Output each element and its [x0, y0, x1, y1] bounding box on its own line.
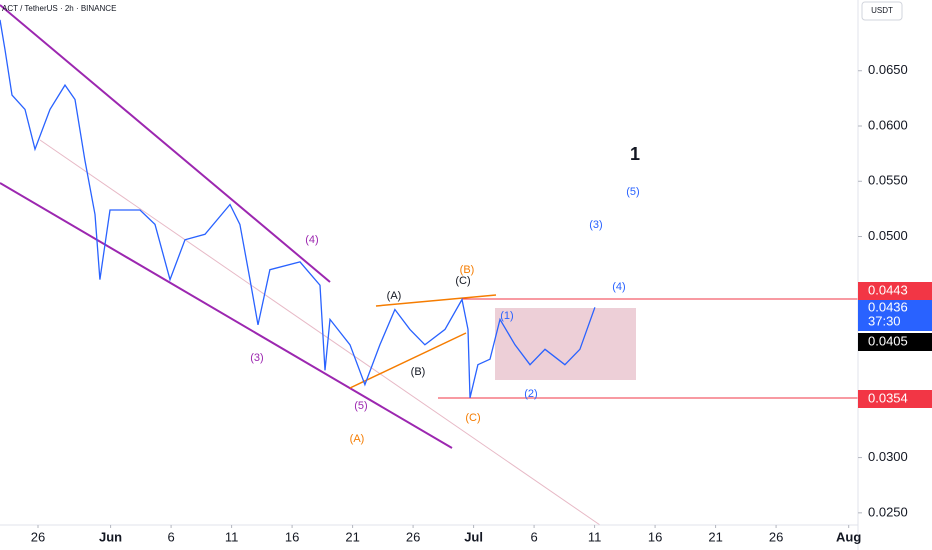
x-tick-label: 21: [345, 529, 359, 544]
x-tick-label: Jun: [99, 529, 122, 544]
wave-label: (B): [460, 264, 475, 276]
y-tick-label: 0.0650: [868, 62, 908, 77]
x-tick-label: 6: [530, 529, 537, 544]
price-tag: [858, 300, 932, 331]
upper-trendline: [0, 4, 331, 283]
x-tick-label: Jul: [464, 529, 483, 544]
price-tag-label: 0.0354: [868, 390, 908, 405]
wave-label: (3): [250, 352, 263, 364]
target-box: [495, 308, 636, 380]
x-tick-label: 26: [406, 529, 420, 544]
orange-line: [349, 332, 467, 389]
wave-label: (C): [455, 275, 470, 287]
chart-title: ACT / TetherUS · 2h · BINANCE: [2, 4, 116, 13]
price-tag-label: 0.0405: [868, 333, 908, 348]
x-tick-label: 21: [708, 529, 722, 544]
wave-label: (B): [411, 366, 426, 378]
price-tag: [858, 282, 932, 300]
wave-label: (2): [524, 388, 537, 400]
currency-box[interactable]: [861, 1, 903, 21]
midline: [39, 139, 601, 526]
wave-label: 1: [630, 144, 640, 164]
wave-label: (A): [387, 290, 402, 302]
y-tick-label: 0.0500: [868, 228, 908, 243]
wave-labels: (4) (3) (5) (A) (A) (B) (B) (C) (C) (1) …: [250, 144, 640, 445]
wave-label: (1): [500, 310, 513, 322]
y-tick-label: 0.0550: [868, 173, 908, 188]
x-tick-label: Aug: [836, 529, 861, 544]
x-tick-label: 6: [167, 529, 174, 544]
wave-label: (A): [350, 433, 365, 445]
wave-label: (4): [305, 234, 318, 246]
x-tick-label: 16: [285, 529, 299, 544]
countdown: 37:30: [868, 313, 901, 328]
x-tick-label: 11: [225, 529, 239, 544]
y-tick-label: 0.0250: [868, 504, 908, 519]
x-tick-label: 26: [769, 529, 783, 544]
x-tick-label: 26: [31, 529, 45, 544]
wave-label: (3): [589, 219, 602, 231]
lower-trendline: [0, 182, 453, 449]
price-tag-label: 0.0443: [868, 282, 908, 297]
y-tick-label: 0.0300: [868, 449, 908, 464]
x-tick-label: 16: [648, 529, 662, 544]
currency: USDT: [871, 6, 893, 15]
price-tag-label: 0.0436: [868, 299, 908, 314]
price-tag: [858, 390, 932, 408]
axes: 0.0650 0.0600 0.0550 0.0500 0.0300 0.0250 26 Ju…: [31, 62, 908, 544]
wave-label: (C): [465, 412, 480, 424]
y-tick-label: 0.0600: [868, 117, 908, 132]
price-line: [0, 19, 596, 399]
time-axis: [0, 525, 858, 550]
wave-label: (5): [354, 400, 367, 412]
orange-line: [375, 294, 497, 307]
price-tag: [858, 333, 932, 351]
plot: [0, 19, 596, 399]
wave-label: (5): [626, 186, 639, 198]
price-axis: [858, 0, 932, 550]
wave-label: (4): [612, 281, 625, 293]
x-tick-label: 11: [588, 529, 602, 544]
